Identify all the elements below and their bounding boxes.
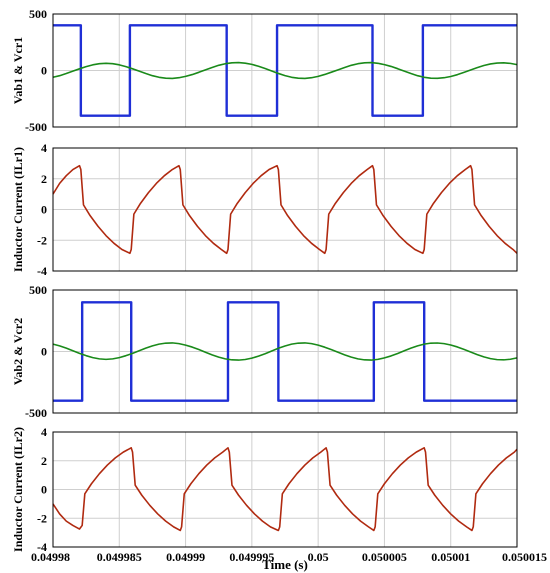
chart-panel-4: 4 2 0 -2 -4 Inductor Current (ILr2) [11,425,518,554]
y-tick-label: -500 [25,120,47,134]
y-tick-label: 0 [41,345,47,359]
y-tick-label: 2 [41,172,47,186]
y-tick-label: -4 [37,264,47,278]
x-tick-label: 0.05 [308,550,329,564]
y-tick-label: -4 [37,540,47,554]
y-axis-label: Vab1 & Vcr1 [11,37,25,104]
series-line-1 [52,164,518,255]
series-line-2 [52,342,518,361]
y-tick-label: 500 [29,7,47,21]
y-tick-label: 4 [41,425,47,439]
chart-panel-2: 4 2 0 -2 -4 Inductor Current (ILr1) [11,141,518,278]
plot-frame [52,13,518,128]
plot-frame [52,147,518,272]
y-tick-label: 2 [41,454,47,468]
y-tick-label: -2 [37,233,47,247]
y-axis-label: Inductor Current (ILr1) [11,147,25,272]
series-line-2 [52,61,518,80]
x-tick-label: 0.049985 [97,550,142,564]
y-tick-label: 0 [41,64,47,78]
y-tick-label: -500 [25,406,47,420]
x-tick-label: 0.04998 [31,550,70,564]
y-tick-label: -2 [37,511,47,525]
series-line-1 [52,447,518,532]
x-tick-label: 0.05001 [431,550,470,564]
y-tick-label: 0 [41,203,47,217]
x-tick-label: 0.050015 [502,550,547,564]
x-tick-label: 0.049995 [229,550,274,564]
chart-panel-1: 500 0 -500 Vab1 & Vcr1 [11,7,518,134]
chart-panel-3: 500 0 -500 Vab2 & Vcr2 [11,283,518,420]
y-axis-label: Inductor Current (ILr2) [11,427,25,552]
series-line-1 [53,24,517,117]
plot-frame [52,289,518,414]
series-line-1 [53,301,517,402]
x-tick-label: 0.04999 [166,550,205,564]
y-tick-label: 500 [29,283,47,297]
y-axis-label: Vab2 & Vcr2 [11,318,25,385]
y-tick-label: 4 [41,141,47,155]
plot-frame [52,431,518,548]
x-tick-label: 0.050005 [362,550,407,564]
y-tick-label: 0 [41,483,47,497]
x-axis-label: Time (s) [262,557,308,572]
